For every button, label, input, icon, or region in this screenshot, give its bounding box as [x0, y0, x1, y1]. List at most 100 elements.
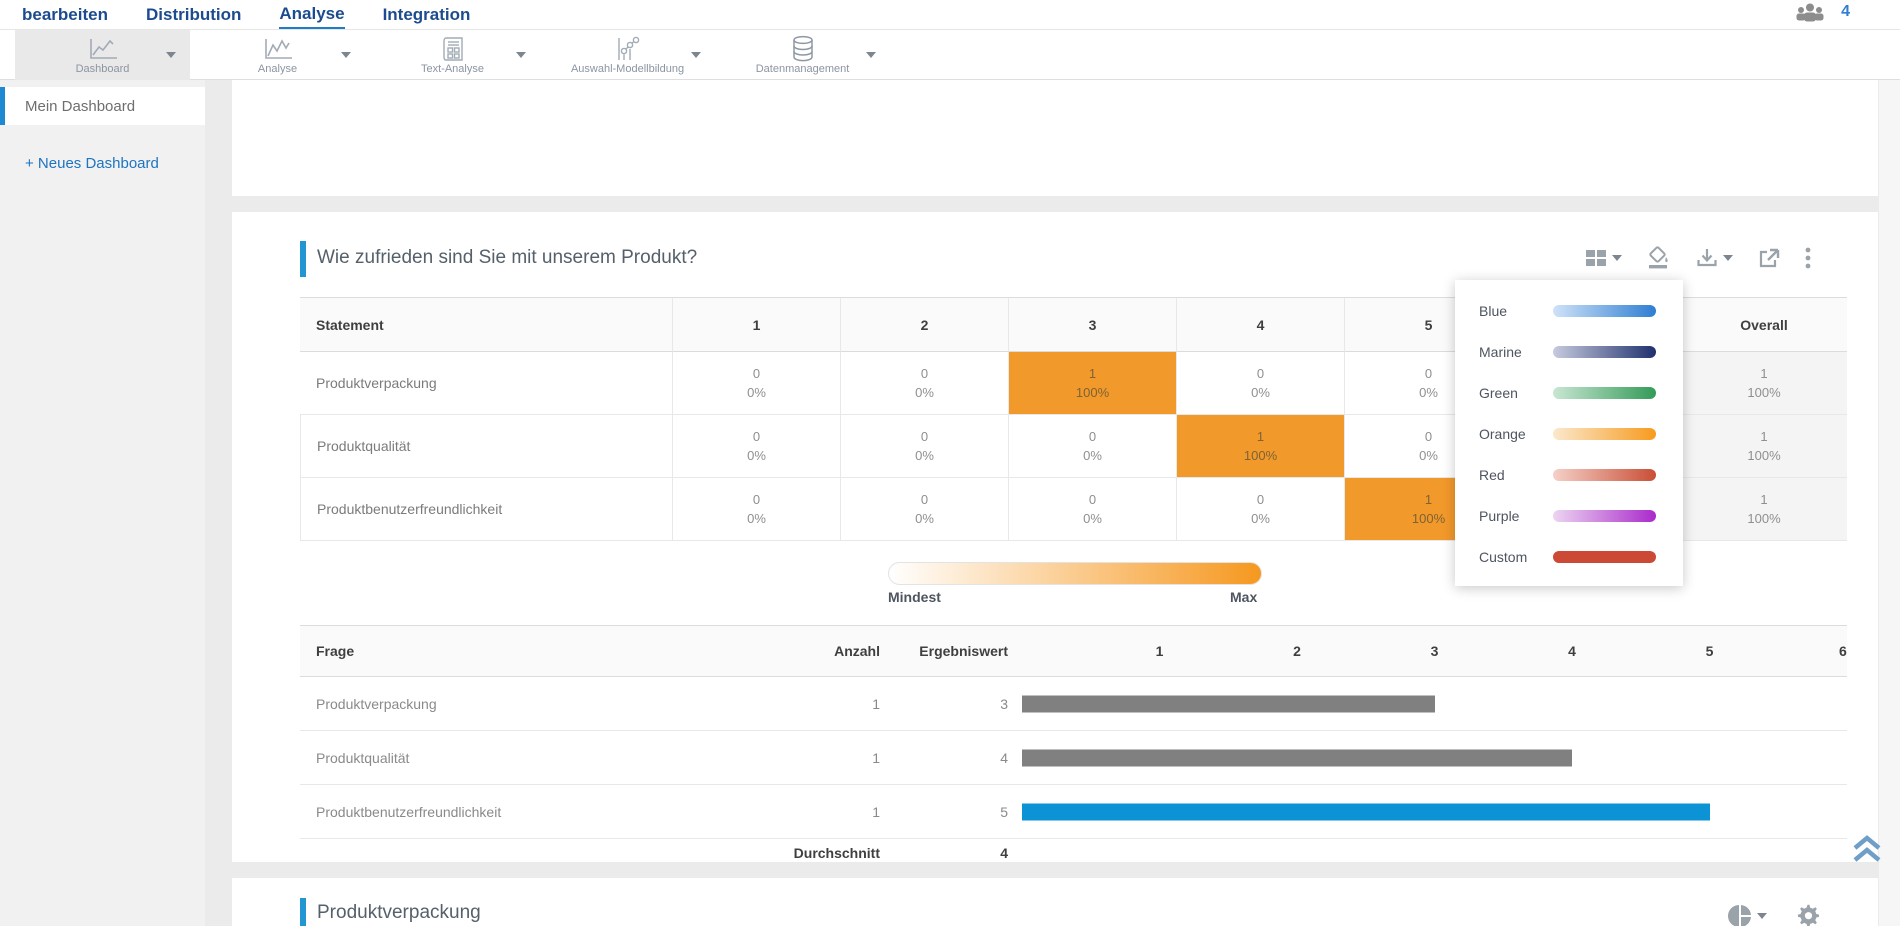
- column-header: 2: [840, 297, 1008, 352]
- color-option-green[interactable]: Green: [1455, 372, 1683, 413]
- scale-tick: 4: [1568, 643, 1576, 659]
- column-header: Ergebniswert: [919, 643, 1008, 659]
- download-icon: [1697, 249, 1717, 267]
- sidebar-item-mein-dashboard[interactable]: Mein Dashboard: [0, 87, 205, 125]
- widget-toolbar: [1585, 246, 1811, 270]
- question-label: Produktqualität: [316, 749, 410, 766]
- scale-tick: 6: [1838, 643, 1847, 659]
- ribbon-tile-text-analyse[interactable]: Text-Analyse: [365, 30, 540, 80]
- ribbon-tile-analyse[interactable]: Analyse: [190, 30, 365, 80]
- chevron-down-icon[interactable]: [691, 52, 701, 58]
- previous-widget-card: [232, 80, 1878, 196]
- next-widget-title: Produktverpackung: [317, 902, 481, 923]
- ribbon-tile-label: Dashboard: [75, 62, 130, 75]
- statement-cell: 0 0%: [1176, 352, 1344, 415]
- ribbon-tile-auswahl-modellbildung[interactable]: Auswahl-Modellbildung: [540, 30, 715, 80]
- count-value: 1: [872, 695, 880, 712]
- new-dashboard-button[interactable]: + Neues Dashboard: [25, 154, 159, 172]
- scale-tick: 2: [1293, 643, 1301, 659]
- color-option-purple[interactable]: Purple: [1455, 495, 1683, 536]
- nav-item-distribution[interactable]: Distribution: [145, 4, 242, 24]
- nav-item-bearbeiten[interactable]: bearbeiten: [22, 4, 108, 24]
- color-swatch: [1553, 386, 1656, 399]
- column-header: Frage: [316, 643, 355, 659]
- statement-cell: 0 0%: [672, 352, 840, 415]
- statement-cell: 0 0%: [672, 478, 840, 541]
- more-menu-button[interactable]: [1805, 247, 1811, 269]
- legend-min-label: Mindest: [888, 589, 941, 605]
- score-bar: [1022, 803, 1710, 820]
- chevron-down-icon: [1723, 255, 1733, 261]
- chevron-down-icon[interactable]: [866, 52, 876, 58]
- ribbon-tile-label: Datenmanagement: [755, 62, 850, 75]
- ribbon-tile-dashboard[interactable]: Dashboard: [15, 30, 190, 80]
- ribbon-tile-label: Text-Analyse: [421, 62, 484, 75]
- top-nav: bearbeiten Distribution Analyse Integrat…: [0, 0, 1900, 30]
- scroll-to-top-button[interactable]: [1850, 834, 1884, 864]
- statement-cell: 0 0%: [840, 478, 1008, 541]
- share-button[interactable]: [1757, 247, 1781, 269]
- statement-cell: 0 0%: [1176, 478, 1344, 541]
- chevron-down-icon[interactable]: [166, 52, 176, 58]
- column-header: 4: [1176, 297, 1344, 352]
- share-icon: [1759, 248, 1780, 268]
- legend-max-label: Max: [1230, 589, 1258, 605]
- count-value: 1: [872, 749, 880, 766]
- color-option-custom[interactable]: Custom: [1455, 536, 1683, 577]
- question-widget-title: Wie zufrieden sind Sie mit unserem Produ…: [317, 247, 698, 268]
- ribbon-tile-datenmanagement[interactable]: Datenmanagement: [715, 30, 890, 80]
- users-icon[interactable]: [1793, 2, 1827, 22]
- score-value: 5: [1000, 803, 1008, 820]
- question-label: Produktbenutzerfreundlichkeit: [316, 803, 502, 820]
- more-menu-icon: [1805, 247, 1811, 269]
- average-value: 4: [1000, 844, 1008, 861]
- scale-tick: 5: [1705, 643, 1714, 659]
- user-count-badge[interactable]: 4: [1841, 3, 1850, 20]
- chevron-down-icon[interactable]: [341, 52, 351, 58]
- statement-cell: 0 0%: [1008, 478, 1176, 541]
- ribbon-toolbar: Dashboard Analyse Text-Analyse: [0, 30, 1900, 80]
- statement-cell: 0 0%: [672, 415, 840, 478]
- report-icon: [440, 36, 466, 62]
- score-bar: [1022, 749, 1572, 766]
- line-chart-icon: [86, 36, 120, 62]
- statement-cell: 1 100%: [1008, 352, 1176, 415]
- color-option-red[interactable]: Red: [1455, 454, 1683, 495]
- nav-item-analyse[interactable]: Analyse: [279, 1, 345, 29]
- statement-label: Produktbenutzerfreundlichkeit: [300, 478, 672, 541]
- score-value: 3: [1000, 695, 1008, 712]
- color-swatch: [1553, 345, 1656, 358]
- database-icon: [790, 35, 816, 62]
- settings-button[interactable]: [1797, 904, 1821, 926]
- color-palette-menu: Blue Marine Green Orange Red Purple Cust…: [1455, 280, 1683, 586]
- color-swatch: [1553, 304, 1656, 317]
- chevron-down-icon[interactable]: [516, 52, 526, 58]
- question-label: Produktverpackung: [316, 695, 437, 712]
- chevron-down-icon: [1757, 913, 1767, 919]
- scatter-model-icon: [613, 36, 643, 62]
- color-option-blue[interactable]: Blue: [1455, 290, 1683, 331]
- statement-label: Produktqualität: [300, 415, 672, 478]
- color-option-marine[interactable]: Marine: [1455, 331, 1683, 372]
- count-value: 1: [872, 803, 880, 820]
- column-header: Statement: [300, 297, 672, 352]
- score-bar: [1022, 695, 1435, 712]
- average-label: Durchschnitt: [793, 844, 880, 861]
- color-swatch: [1553, 468, 1656, 481]
- ribbon-tile-label: Analyse: [257, 62, 298, 75]
- title-accent-bar: [300, 241, 306, 277]
- fill-color-icon: [1649, 246, 1668, 269]
- layout-grid-button[interactable]: [1585, 247, 1622, 269]
- chevron-down-icon: [1612, 255, 1622, 261]
- column-header: Anzahl: [834, 643, 880, 659]
- score-value: 4: [1000, 749, 1008, 766]
- download-button[interactable]: [1696, 247, 1733, 269]
- scrollbar-track[interactable]: [1878, 80, 1900, 926]
- fill-color-button[interactable]: [1646, 246, 1672, 270]
- next-widget-card: [232, 878, 1878, 926]
- nav-item-integration[interactable]: Integration: [382, 4, 471, 24]
- next-widget-toolbar: [1728, 904, 1821, 926]
- chart-type-button[interactable]: [1728, 904, 1767, 926]
- color-option-orange[interactable]: Orange: [1455, 413, 1683, 454]
